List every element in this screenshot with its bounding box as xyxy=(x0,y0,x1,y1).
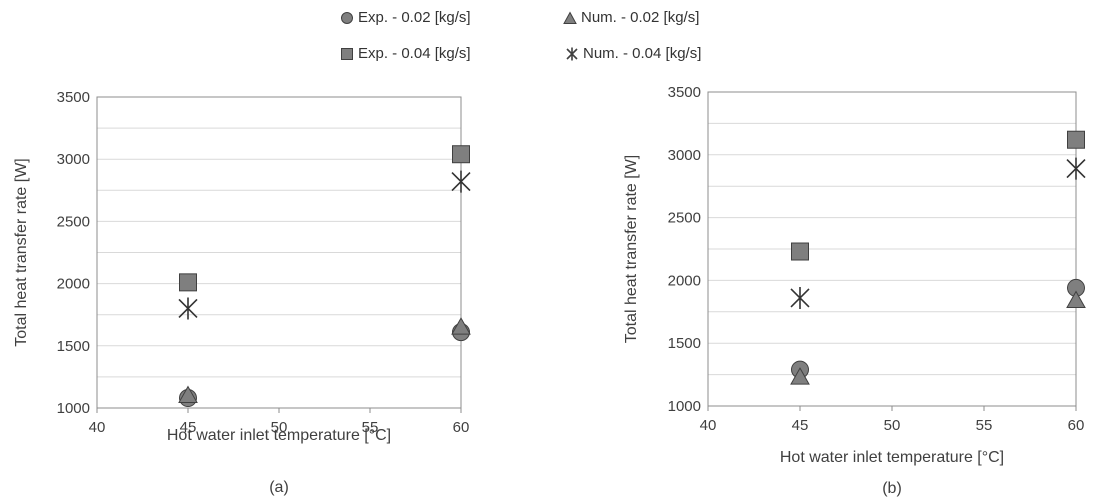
x-tick-label: 60 xyxy=(1068,417,1085,434)
triangle-marker-icon xyxy=(563,10,577,24)
legend-label: Num. - 0.04 [kg/s] xyxy=(583,45,702,62)
x-tick-label: 50 xyxy=(271,419,288,436)
x-tick-label: 45 xyxy=(792,417,809,434)
chart-panel-a: 1000 1500 2000 2500 3000 3500 40 45 50 55 60 Hot wa… xyxy=(13,89,471,496)
panel-label: (a) xyxy=(269,479,289,496)
y-axis-title: Total heat transfer rate [W] xyxy=(13,158,30,347)
x-tick-label: 40 xyxy=(89,419,106,436)
y-tick-label: 2500 xyxy=(57,213,90,230)
data-point-square xyxy=(452,145,470,164)
x-tick-label: 45 xyxy=(180,419,197,436)
y-tick-label: 1000 xyxy=(57,400,90,417)
legend-label: Num. - 0.02 [kg/s] xyxy=(581,9,700,26)
data-point-asterisk xyxy=(790,286,810,309)
y-tick-label: 1500 xyxy=(668,335,701,352)
data-points xyxy=(790,130,1086,385)
data-point-square xyxy=(179,273,197,292)
panel-label: (b) xyxy=(882,480,902,497)
y-tick-label: 1000 xyxy=(668,398,701,415)
y-tick-label: 2000 xyxy=(668,272,701,289)
x-tick-label: 55 xyxy=(976,417,993,434)
y-tick-label: 3000 xyxy=(668,147,701,164)
chart-panel-b: 1000 1500 2000 2500 3000 3500 40 45 50 55 60 Hot wa… xyxy=(623,84,1086,497)
data-point-asterisk xyxy=(451,170,471,193)
data-point-square xyxy=(791,242,809,261)
data-point-asterisk xyxy=(1066,157,1086,180)
circle-marker-icon xyxy=(341,11,353,24)
data-point-triangle xyxy=(178,385,198,404)
y-tick-label: 1500 xyxy=(57,338,90,355)
data-point-asterisk xyxy=(178,297,198,320)
y-axis-title: Total heat transfer rate [W] xyxy=(623,155,640,344)
y-tick-label: 3000 xyxy=(57,151,90,168)
y-tick-label: 3500 xyxy=(668,84,701,101)
square-marker-icon xyxy=(341,47,353,60)
legend: Exp. - 0.02 [kg/s] Num. - 0.02 [kg/s] Ex… xyxy=(0,0,1093,70)
x-tick-label: 50 xyxy=(884,417,901,434)
x-tick-label: 40 xyxy=(700,417,717,434)
x-axis-title: Hot water inlet temperature [°C] xyxy=(167,427,391,444)
legend-item-num-004: Num. - 0.04 [kg/s] xyxy=(565,45,701,62)
x-tick-label: 60 xyxy=(453,419,470,436)
y-tick-label: 2000 xyxy=(57,276,90,293)
x-tick-label: 55 xyxy=(362,419,379,436)
legend-item-num-002: Num. - 0.02 [kg/s] xyxy=(563,9,699,26)
data-points xyxy=(178,145,471,408)
asterisk-marker-icon xyxy=(566,47,578,60)
data-point-triangle xyxy=(1066,290,1086,308)
data-point-triangle xyxy=(451,317,471,335)
data-point-square xyxy=(1067,130,1085,149)
y-tick-label: 2500 xyxy=(668,210,701,227)
legend-item-exp-002: Exp. - 0.02 [kg/s] xyxy=(340,9,471,26)
data-point-triangle xyxy=(790,367,810,385)
x-axis-title: Hot water inlet temperature [°C] xyxy=(780,449,1004,466)
legend-item-exp-004: Exp. - 0.04 [kg/s] xyxy=(340,45,471,62)
legend-label: Exp. - 0.04 [kg/s] xyxy=(358,45,471,62)
legend-label: Exp. - 0.02 [kg/s] xyxy=(358,9,471,26)
y-tick-label: 3500 xyxy=(57,89,90,106)
